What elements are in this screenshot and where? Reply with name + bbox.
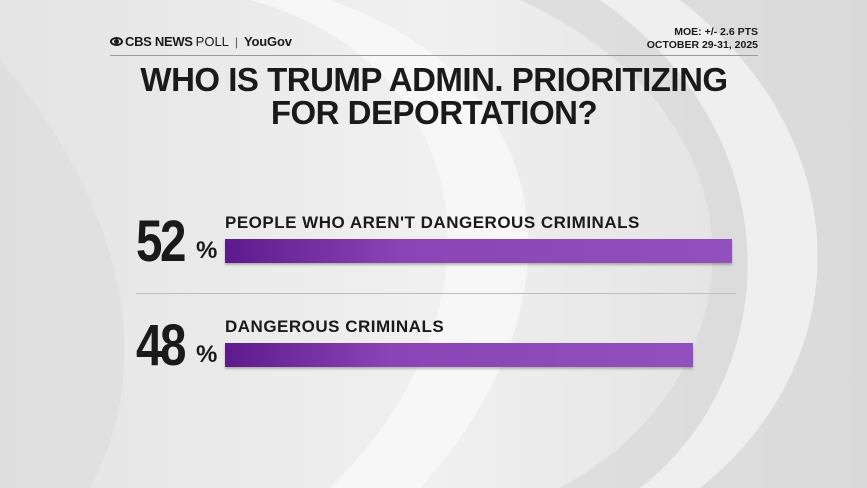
bar-dangerous bbox=[225, 343, 693, 367]
cbs-eye-icon bbox=[110, 37, 123, 46]
row-divider bbox=[136, 293, 736, 294]
percent-sign: % bbox=[196, 237, 218, 264]
header-rule bbox=[110, 55, 758, 56]
category-label-dangerous: DANGEROUS CRIMINALS bbox=[225, 317, 445, 336]
chart-title: WHO IS TRUMP ADMIN. PRIORITIZING FOR DEP… bbox=[110, 63, 758, 129]
margin-of-error: MOE: +/- 2.6 PTS bbox=[674, 26, 758, 38]
poll-meta: MOE: +/- 2.6 PTS OCTOBER 29-31, 2025 bbox=[647, 26, 758, 52]
brand-network: CBS NEWS bbox=[125, 34, 193, 49]
poll-header: CBS NEWS POLL | YouGov MOE: +/- 2.6 PTS … bbox=[110, 26, 758, 52]
poll-dates: OCTOBER 29-31, 2025 bbox=[646, 39, 758, 51]
percent-sign: % bbox=[196, 341, 218, 368]
bar-not-dangerous bbox=[225, 239, 732, 263]
title-line-2: FOR DEPORTATION? bbox=[270, 94, 598, 131]
category-label-not-dangerous: PEOPLE WHO AREN'T DANGEROUS CRIMINALS bbox=[225, 213, 640, 232]
value-label-dangerous: 48 bbox=[136, 313, 186, 378]
brand-poll: POLL bbox=[195, 34, 229, 49]
brand-separator: | bbox=[234, 34, 239, 49]
title-line-1: WHO IS TRUMP ADMIN. PRIORITIZING bbox=[140, 61, 728, 98]
brand-logo: CBS NEWS POLL | YouGov bbox=[110, 34, 292, 49]
brand-partner: YouGov bbox=[244, 34, 292, 49]
value-label-not-dangerous: 52 bbox=[136, 209, 186, 274]
